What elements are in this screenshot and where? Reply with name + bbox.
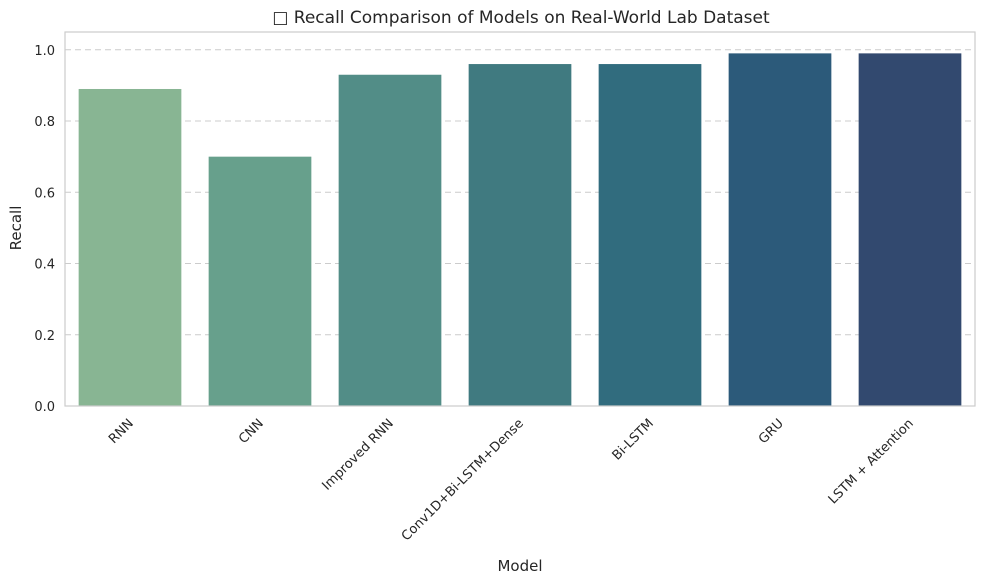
- y-tick-label: 0.0: [34, 400, 55, 415]
- y-tick-label: 0.6: [34, 186, 55, 201]
- y-ticks: 0.0 0.2 0.4 0.6 0.8 1.0: [34, 44, 55, 415]
- x-tick-label: Improved RNN: [320, 416, 397, 493]
- y-tick-label: 1.0: [34, 44, 55, 59]
- bar-bi-lstm: [598, 64, 702, 407]
- bar-gru: [728, 53, 832, 406]
- bar-cnn: [208, 156, 312, 406]
- x-tick-label: LSTM + Attention: [826, 416, 917, 507]
- x-tick-label: CNN: [236, 416, 267, 447]
- bar-conv1d-bi-lstm-dense: [468, 64, 572, 407]
- bar-improved-rnn: [338, 74, 442, 406]
- x-axis-title: Model: [497, 557, 542, 575]
- bar-rnn: [78, 88, 182, 406]
- x-tick-label: GRU: [756, 416, 787, 447]
- bars: [78, 53, 962, 407]
- x-tick-label: Conv1D+Bi-LSTM+Dense: [399, 416, 527, 544]
- y-tick-label: 0.8: [34, 115, 55, 130]
- y-tick-label: 0.2: [34, 329, 55, 344]
- x-tick-label: RNN: [106, 416, 137, 447]
- plot-frame: [64, 31, 976, 407]
- y-axis-title: Recall: [7, 206, 25, 251]
- x-ticks: RNN CNN Improved RNN Conv1D+Bi-LSTM+Dense Bi…: [106, 416, 917, 544]
- x-tick-label: Bi-LSTM: [610, 416, 657, 463]
- bar-lstm-attention: [858, 53, 962, 406]
- chart-title: □ Recall Comparison of Models on Real-Wo…: [272, 8, 770, 28]
- y-tick-label: 0.4: [34, 258, 55, 273]
